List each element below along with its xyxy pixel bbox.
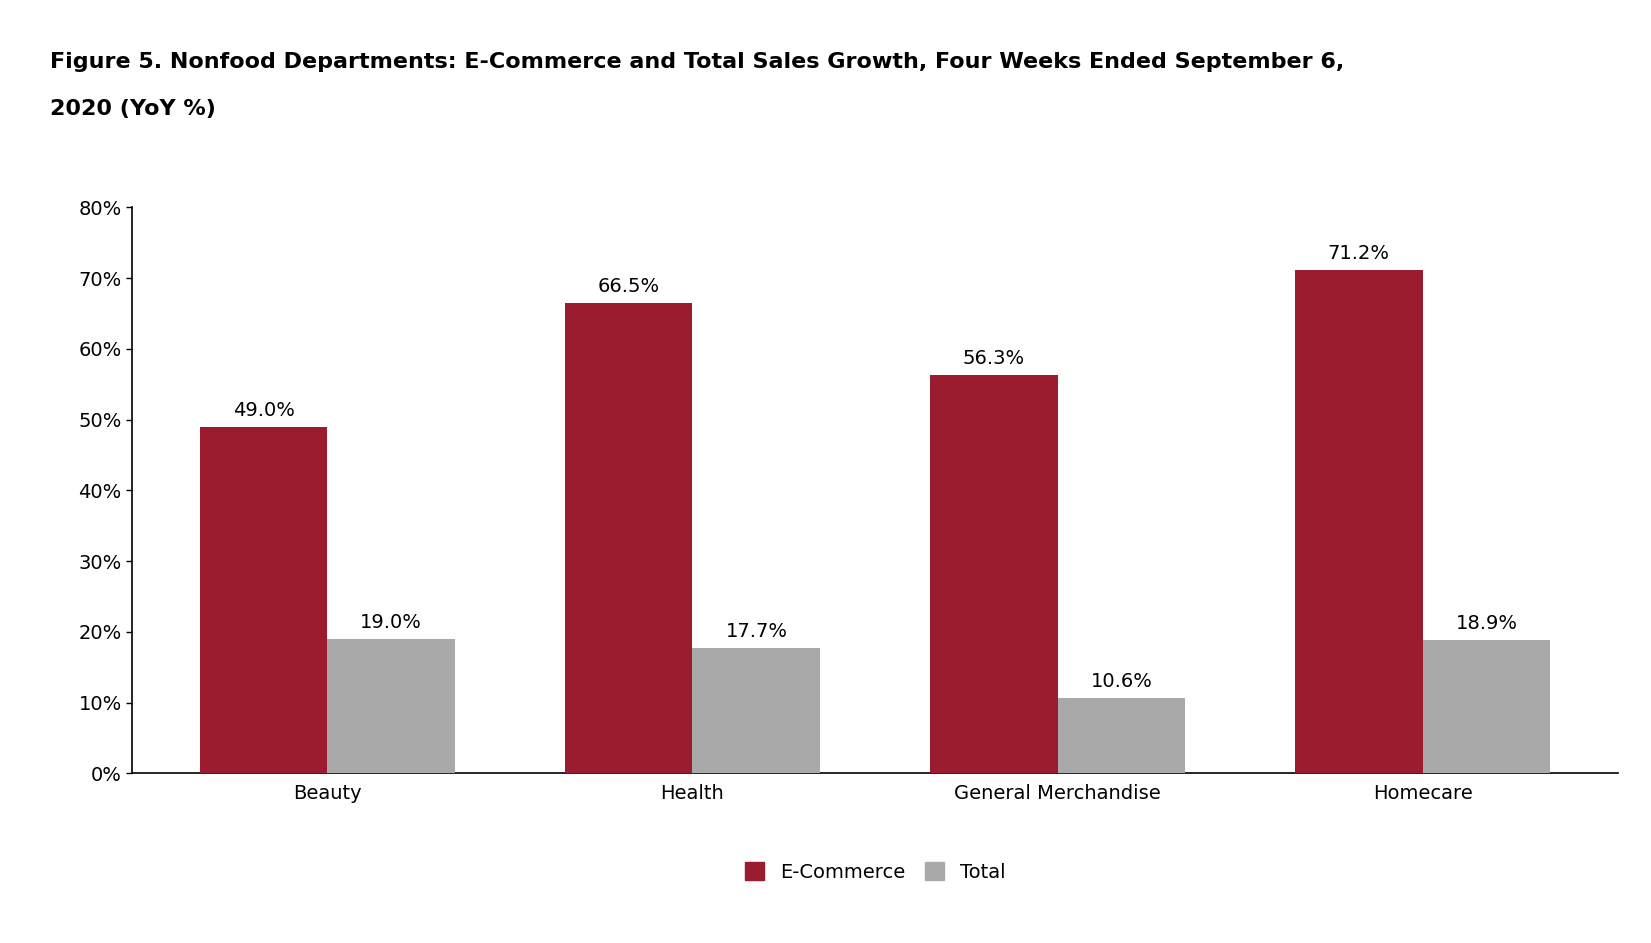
Text: 49.0%: 49.0% [233, 401, 294, 420]
Bar [930, 375, 1058, 773]
Bar [692, 648, 821, 773]
Text: 18.9%: 18.9% [1456, 614, 1517, 633]
Text: Figure 5. Nonfood Departments: E-Commerce and Total Sales Growth, Four Weeks End: Figure 5. Nonfood Departments: E-Commerc… [50, 52, 1344, 72]
Text: 71.2%: 71.2% [1327, 243, 1390, 262]
Text: 56.3%: 56.3% [963, 349, 1025, 368]
Text: 17.7%: 17.7% [725, 622, 788, 641]
Bar [1294, 270, 1423, 773]
Bar [1058, 698, 1185, 773]
Text: 10.6%: 10.6% [1091, 672, 1152, 691]
Text: 19.0%: 19.0% [360, 613, 423, 632]
Legend: E-Commerce, Total: E-Commerce, Total [745, 862, 1005, 882]
Text: 2020 (YoY %): 2020 (YoY %) [50, 99, 215, 119]
Bar [1423, 639, 1550, 773]
Bar [327, 639, 456, 773]
Bar [200, 426, 327, 773]
Bar [565, 303, 692, 773]
Text: 66.5%: 66.5% [598, 277, 660, 296]
